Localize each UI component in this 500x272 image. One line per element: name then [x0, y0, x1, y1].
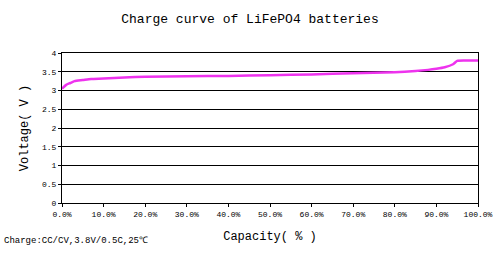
svg-text:60.0%: 60.0%	[300, 210, 324, 219]
svg-text:Charge curve of LiFePO4 batter: Charge curve of LiFePO4 batteries	[121, 12, 378, 27]
svg-text:30.0%: 30.0%	[175, 210, 199, 219]
svg-text:Capacity( % ): Capacity( % )	[223, 230, 317, 244]
svg-text:3.5: 3.5	[42, 68, 57, 77]
svg-text:40.0%: 40.0%	[216, 210, 240, 219]
svg-text:70.0%: 70.0%	[341, 210, 365, 219]
svg-text:0.0%: 0.0%	[52, 210, 71, 219]
svg-text:Voltage( V ): Voltage( V )	[18, 85, 32, 171]
svg-text:10.0%: 10.0%	[92, 210, 116, 219]
svg-text:50.0%: 50.0%	[258, 210, 282, 219]
svg-text:80.0%: 80.0%	[383, 210, 407, 219]
svg-text:90.0%: 90.0%	[424, 210, 448, 219]
svg-text:20.0%: 20.0%	[133, 210, 157, 219]
svg-text:2.5: 2.5	[42, 105, 57, 114]
svg-text:2: 2	[52, 124, 57, 133]
svg-text:1.5: 1.5	[42, 143, 57, 152]
svg-text:1: 1	[52, 161, 57, 170]
svg-text:Charge:CC/CV,3.8V/0.5C,25℃: Charge:CC/CV,3.8V/0.5C,25℃	[4, 236, 148, 246]
svg-text:0.5: 0.5	[42, 180, 57, 189]
svg-text:0: 0	[52, 199, 57, 208]
svg-text:100.0%: 100.0%	[464, 210, 493, 219]
svg-text:3: 3	[52, 86, 57, 95]
svg-text:4: 4	[52, 49, 57, 58]
